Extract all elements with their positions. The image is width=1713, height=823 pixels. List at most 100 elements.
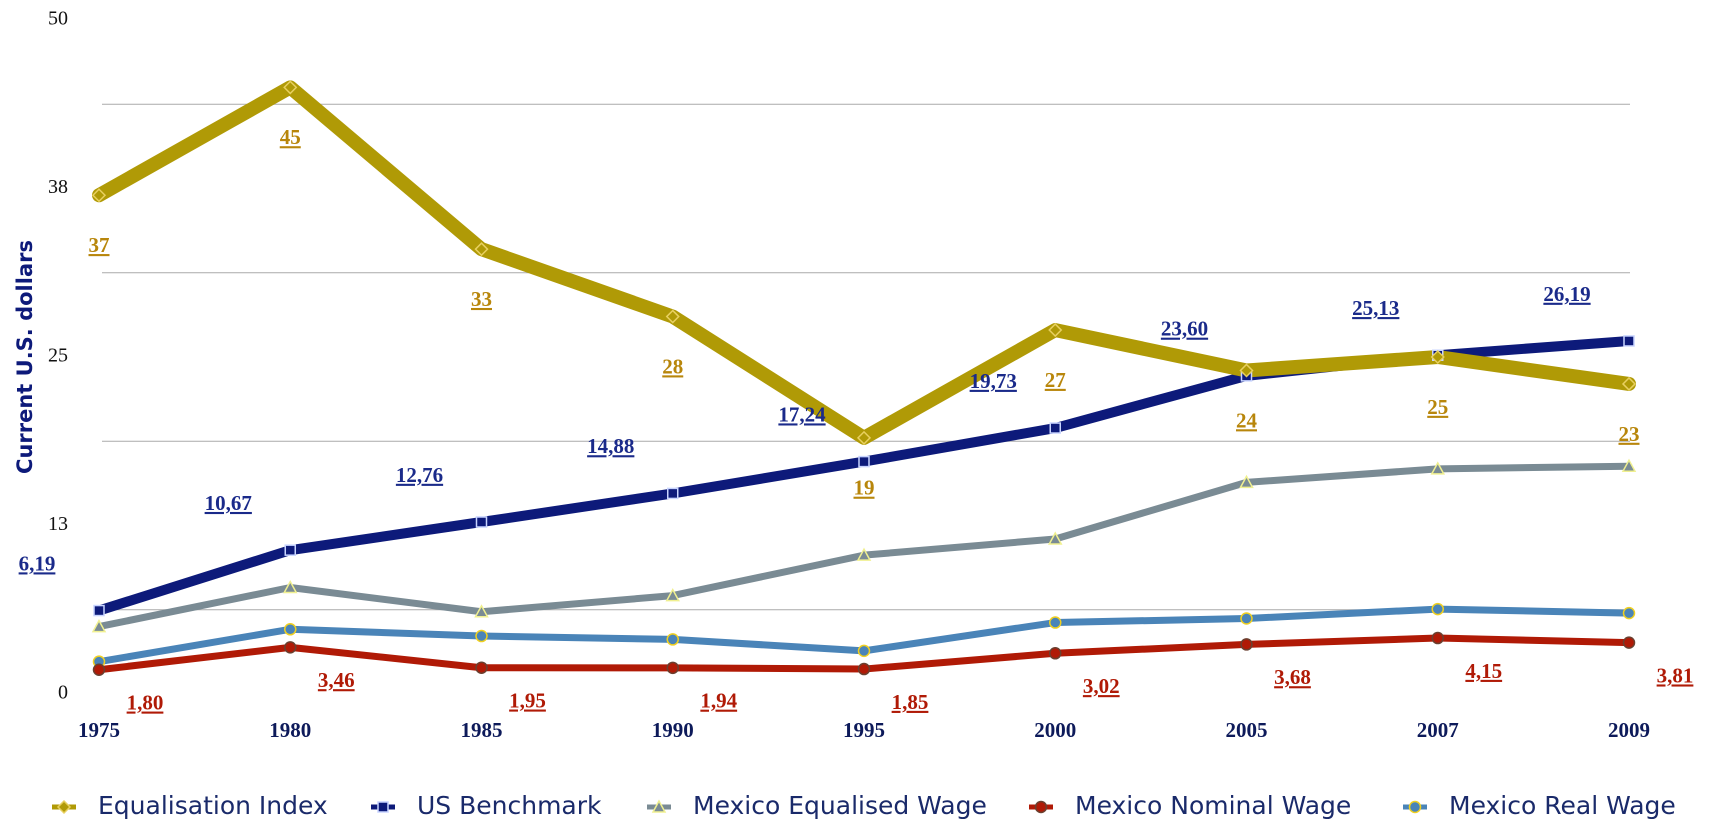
y-tick-label: 25 [48,345,68,367]
legend-item: Mexico Nominal Wage [1029,791,1351,820]
data-label: 23 [1619,422,1640,446]
marker [1622,606,1636,620]
x-tick-label: 1975 [78,718,120,742]
marker [1048,322,1063,338]
marker [1623,335,1635,347]
marker [1047,531,1063,545]
marker [475,661,488,674]
marker [857,662,871,676]
data-label: 1,95 [509,689,546,713]
marker [91,188,107,203]
marker [92,663,106,676]
legend-label: Mexico Equalised Wage [693,791,987,820]
y-axis-label: Current U.S. dollars [13,240,37,474]
legend-label: Mexico Real Wage [1449,791,1676,820]
data-label: 24 [1236,408,1258,432]
x-tick-label: 2005 [1226,718,1268,742]
marker [1049,422,1061,434]
y-tick-label: 38 [48,176,68,198]
marker [856,547,872,561]
marker [665,309,680,324]
data-label: 28 [662,354,683,378]
data-label: 3,46 [318,668,355,692]
marker [857,644,871,658]
x-tick-label: 1995 [843,718,885,742]
marker [56,799,72,815]
marker [666,661,679,675]
data-label: 1,80 [127,691,164,715]
legend-item: Equalisation Index [52,791,328,820]
marker [284,623,297,636]
legend-item: Mexico Equalised Wage [647,791,987,820]
marker [651,799,667,813]
data-label: 4,15 [1465,659,1502,683]
marker [858,455,870,468]
data-label: 14,88 [587,434,634,458]
x-tick-label: 2007 [1417,718,1459,742]
marker [1621,376,1637,392]
marker [284,641,297,654]
marker [284,544,296,556]
data-label: 10,67 [205,491,252,515]
legend-label: US Benchmark [417,791,602,820]
marker [1239,474,1254,489]
marker [475,516,488,528]
marker [1240,638,1253,651]
data-label: 1,94 [700,689,737,713]
legend-label: Equalisation Index [98,791,328,820]
marker [856,430,872,445]
marker [1622,636,1636,649]
marker [666,633,679,646]
marker [377,801,389,813]
marker [1430,349,1445,365]
marker [1034,800,1048,814]
x-tick-label: 2000 [1034,718,1076,742]
marker [1431,602,1444,616]
marker [282,579,298,594]
data-label: 19,73 [970,369,1017,393]
data-label: 26,19 [1543,282,1590,306]
x-tick-label: 2009 [1608,718,1650,742]
data-label: 23,60 [1161,317,1208,341]
marker [1430,461,1446,475]
marker [1049,647,1062,660]
data-label: 25 [1427,395,1448,419]
marker [1408,800,1422,814]
x-tick-label: 1980 [269,718,311,742]
data-label: 3,81 [1657,663,1694,687]
legend-item: US Benchmark [371,791,602,820]
data-label: 1,85 [892,690,929,714]
data-label: 6,19 [19,551,56,575]
data-label: 33 [471,287,492,311]
x-tick-label: 1985 [461,718,503,742]
legend-item: Mexico Real Wage [1403,791,1676,820]
data-label: 45 [280,125,301,149]
marker [1239,363,1254,378]
marker [475,629,488,643]
marker [667,487,679,500]
marker [93,604,105,617]
data-label: 12,76 [396,463,443,487]
data-label: 19 [854,476,875,500]
marker [1049,616,1062,629]
y-tick-label: 50 [48,8,68,30]
marker [283,80,298,95]
x-tick-label: 1990 [652,718,694,742]
marker [1621,458,1637,472]
marker [1431,631,1444,645]
data-label: 25,13 [1352,296,1399,320]
data-label: 27 [1045,368,1066,392]
y-tick-label: 13 [48,513,68,535]
marker [91,619,107,633]
data-label: 3,02 [1083,674,1120,698]
marker [1240,612,1253,625]
y-tick-label: 0 [58,682,68,704]
marker [665,588,681,602]
data-label: 17,24 [778,402,826,426]
marker [474,242,489,257]
legend-label: Mexico Nominal Wage [1075,791,1351,820]
data-label: 37 [89,233,110,257]
series-line [92,80,1636,445]
marker [474,604,489,618]
